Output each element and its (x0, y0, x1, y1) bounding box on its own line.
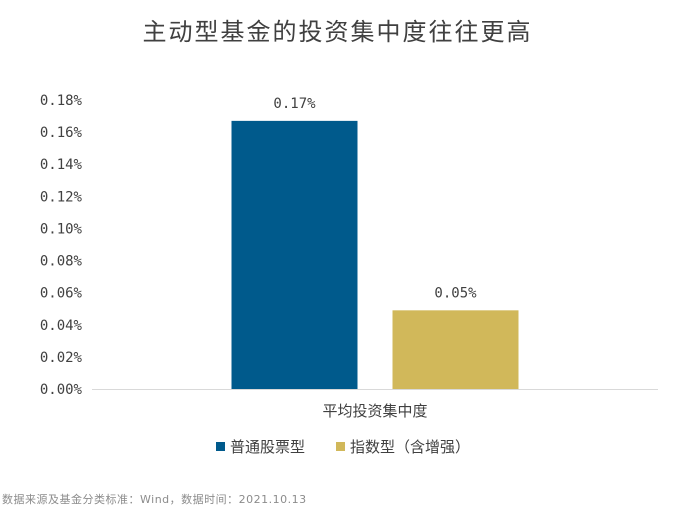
bar-1 (231, 120, 358, 389)
legend-label: 指数型（含增强） (350, 438, 470, 456)
legend: 普通股票型 指数型（含增强） (216, 438, 470, 456)
y-tick-label: 0.14% (40, 157, 83, 173)
y-tick-label: 0.02% (40, 350, 83, 366)
legend-swatch (336, 442, 345, 451)
category-label: 平均投资集中度 (322, 402, 427, 420)
bar-chart: 0.00% 0.02% 0.04% 0.06% 0.08% 0.10% 0.12% 0.14%… (40, 93, 658, 456)
bar-2 (392, 310, 519, 389)
y-tick-label: 0.18% (40, 93, 83, 109)
data-label: 0.17% (273, 96, 316, 112)
legend-label: 普通股票型 (230, 438, 305, 456)
y-tick-label: 0.04% (40, 318, 83, 334)
y-tick-label: 0.06% (40, 286, 83, 302)
y-tick-label: 0.16% (40, 125, 83, 141)
y-tick-label: 0.10% (40, 221, 83, 237)
chart-title: 主动型基金的投资集中度往往更高 (142, 18, 533, 46)
y-tick-label: 0.12% (40, 189, 83, 205)
data-label: 0.05% (434, 285, 477, 301)
legend-item: 普通股票型 (216, 438, 305, 456)
data-labels: 0.17% 0.05% (273, 96, 477, 301)
category-labels: 平均投资集中度 (322, 402, 427, 420)
y-axis-ticks: 0.00% 0.02% 0.04% 0.06% 0.08% 0.10% 0.12% 0.14%… (40, 93, 83, 398)
y-tick-label: 0.08% (40, 254, 83, 270)
y-tick-label: 0.00% (40, 382, 83, 398)
source-note: 数据来源及基金分类标准：Wind，数据时间：2021.10.13 (2, 493, 307, 506)
legend-swatch (216, 442, 225, 451)
legend-item: 指数型（含增强） (336, 438, 470, 456)
bar-group (231, 120, 519, 389)
